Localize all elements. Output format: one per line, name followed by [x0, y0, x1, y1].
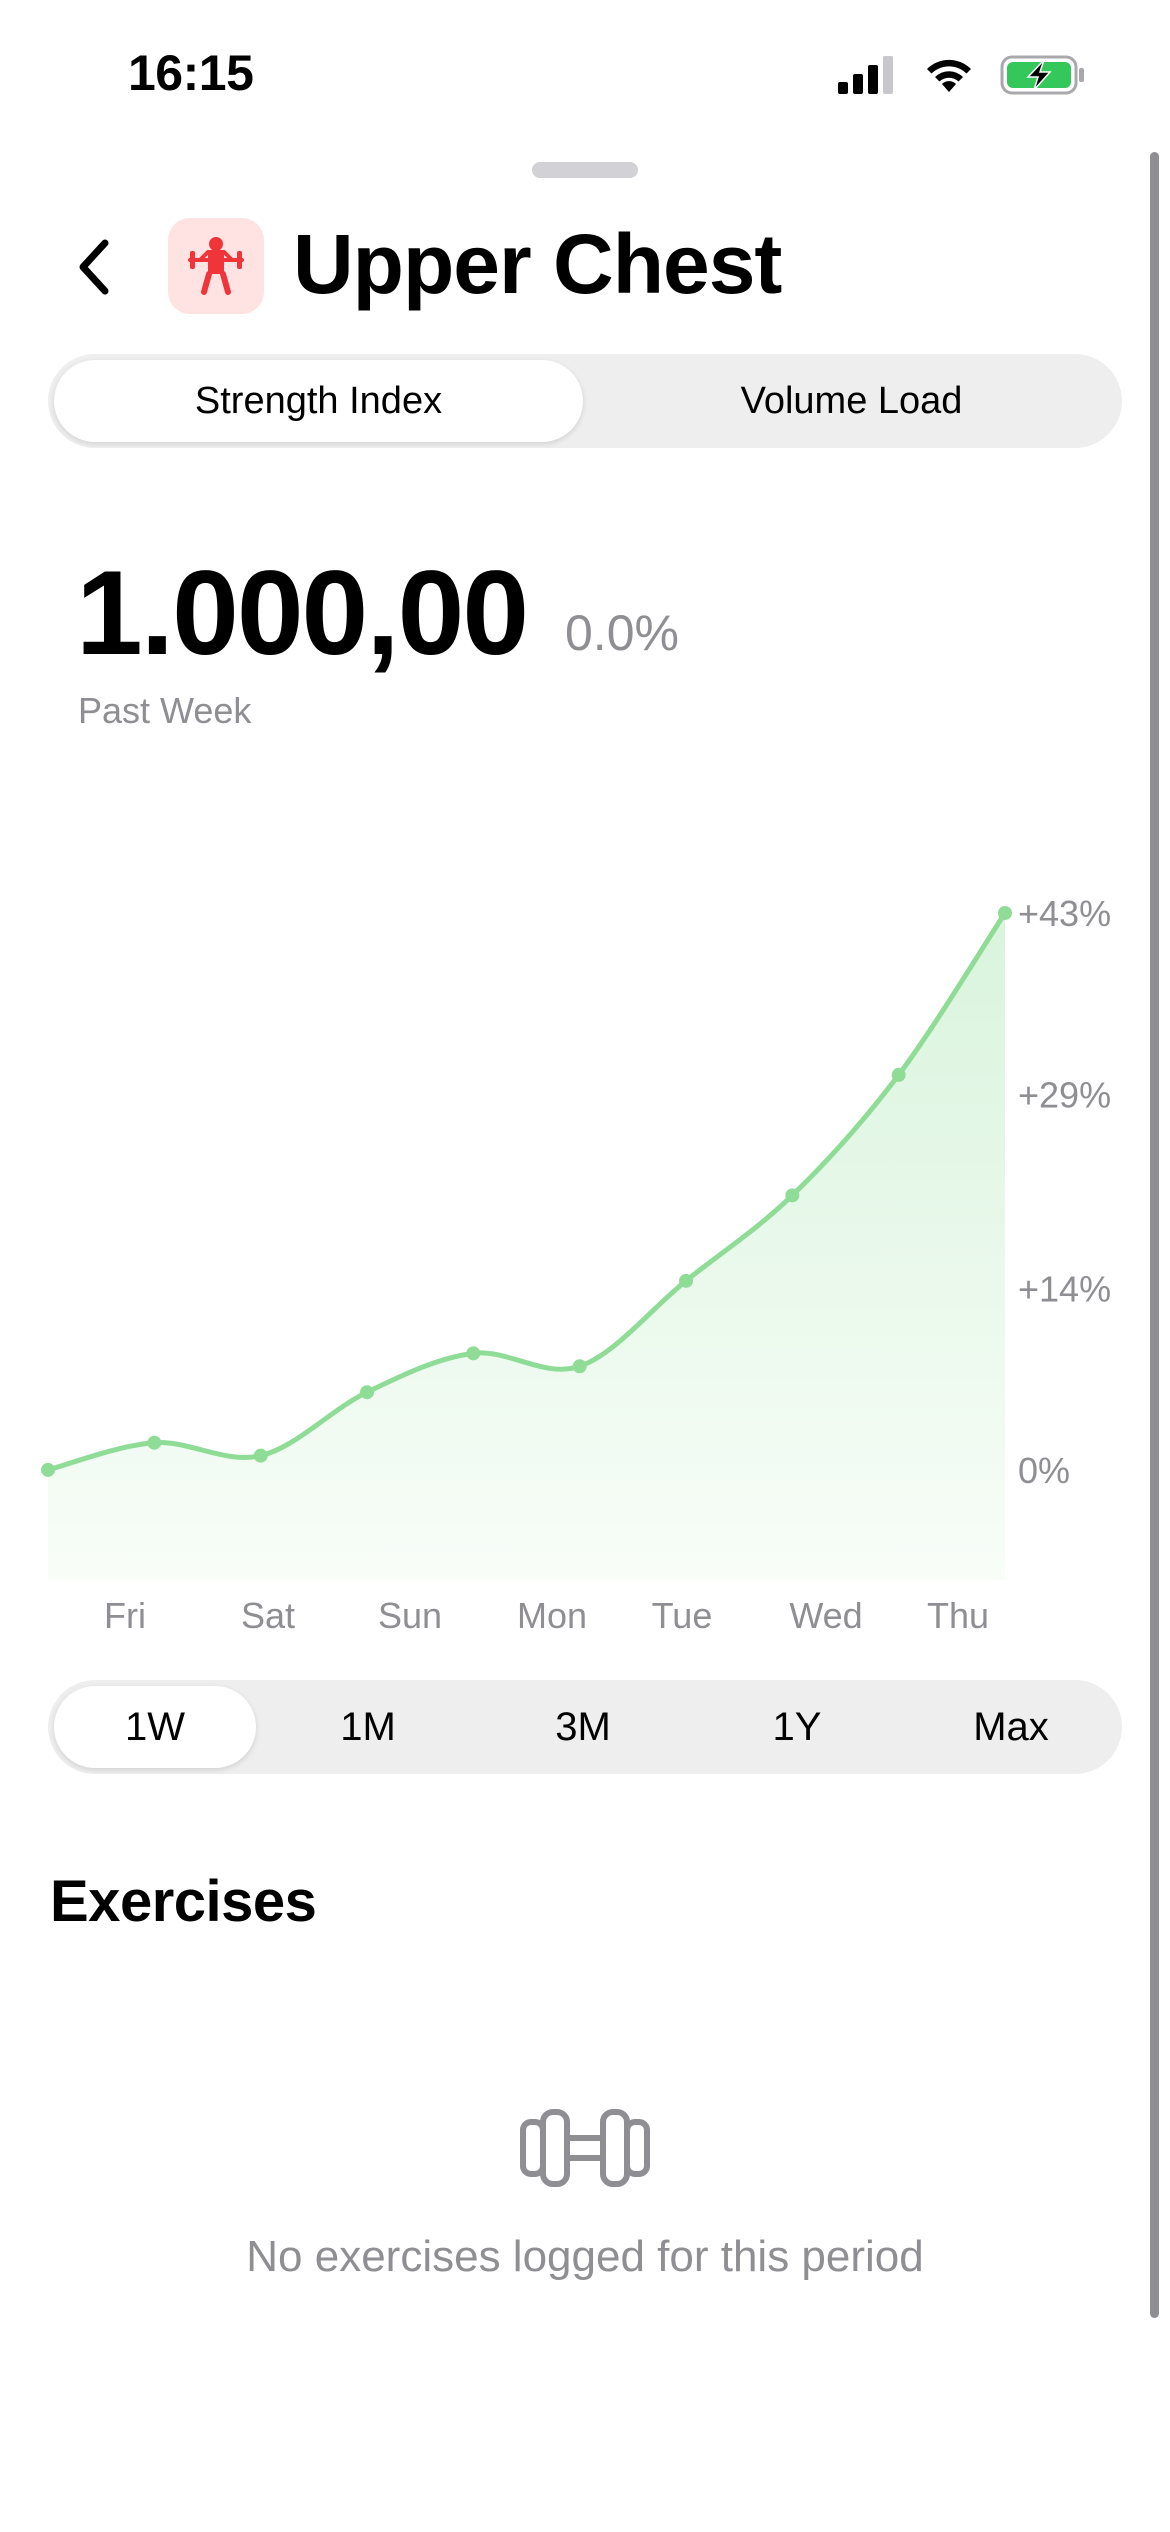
x-axis-tick-label: Thu: [927, 1595, 989, 1636]
metric-period: Past Week: [78, 690, 252, 731]
page-title: Upper Chest: [293, 217, 782, 311]
x-axis-tick-label: Wed: [789, 1595, 862, 1636]
range-3m-button[interactable]: 3M: [555, 1704, 611, 1749]
y-axis-tick-label: +14%: [1018, 1269, 1111, 1310]
chart-point: [679, 1273, 693, 1288]
chart-point: [147, 1435, 162, 1450]
chart-point: [466, 1346, 481, 1361]
strength-chart[interactable]: +43% +29% +14% 0% Fri Sat Sun Mon Tue Wed Thu: [0, 880, 1170, 1640]
back-button[interactable]: [60, 222, 130, 312]
range-1y-button[interactable]: 1Y: [772, 1704, 822, 1749]
chart-point: [41, 1462, 55, 1477]
x-axis-tick-label: Sun: [378, 1595, 442, 1636]
metric-value: 1.000,00: [76, 546, 529, 680]
chart-point: [998, 906, 1012, 920]
status-time: 16:15: [128, 45, 254, 101]
exercises-heading: Exercises: [50, 1869, 317, 1934]
tab-volume-load[interactable]: Volume Load: [740, 379, 963, 422]
y-axis-tick-label: +43%: [1018, 893, 1111, 934]
sheet-grabber[interactable]: [532, 162, 638, 178]
dumbbell-icon: [520, 2109, 650, 2187]
time-range-control: 1W 1M 3M 1Y Max: [48, 1680, 1122, 1774]
scroll-indicator[interactable]: [1150, 152, 1159, 2318]
cellular-signal-icon: [838, 56, 893, 94]
y-axis-tick-label: 0%: [1018, 1450, 1070, 1491]
chart-point: [891, 1067, 906, 1082]
chart-point: [253, 1448, 268, 1463]
status-icons: [838, 52, 1086, 98]
chart-series-line: [45, 910, 1008, 1473]
chart-point: [572, 1359, 587, 1374]
wifi-icon: [927, 59, 971, 92]
chart-area-fill: [48, 913, 1005, 1580]
weightlifter-icon: [188, 237, 244, 295]
tab-strength-index[interactable]: Strength Index: [54, 360, 583, 442]
chevron-left-icon: [79, 239, 109, 295]
empty-state-message: No exercises logged for this period: [246, 2232, 924, 2281]
y-axis-tick-label: +29%: [1018, 1074, 1111, 1115]
x-axis-tick-label: Fri: [104, 1595, 146, 1636]
battery-charging-icon: [1000, 55, 1084, 95]
metric-segmented-control: Strength Index Volume Load: [48, 354, 1122, 448]
x-axis-tick-label: Mon: [517, 1595, 587, 1636]
range-1m-button[interactable]: 1M: [340, 1704, 396, 1749]
muscle-group-tile: [168, 218, 264, 314]
metric-change: 0.0%: [565, 605, 679, 661]
range-1w-button[interactable]: 1W: [54, 1686, 256, 1768]
range-max-button[interactable]: Max: [973, 1704, 1049, 1749]
chart-point: [360, 1385, 374, 1400]
x-axis-tick-label: Tue: [652, 1595, 713, 1636]
x-axis-tick-label: Sat: [241, 1595, 295, 1636]
chart-point: [785, 1188, 800, 1203]
